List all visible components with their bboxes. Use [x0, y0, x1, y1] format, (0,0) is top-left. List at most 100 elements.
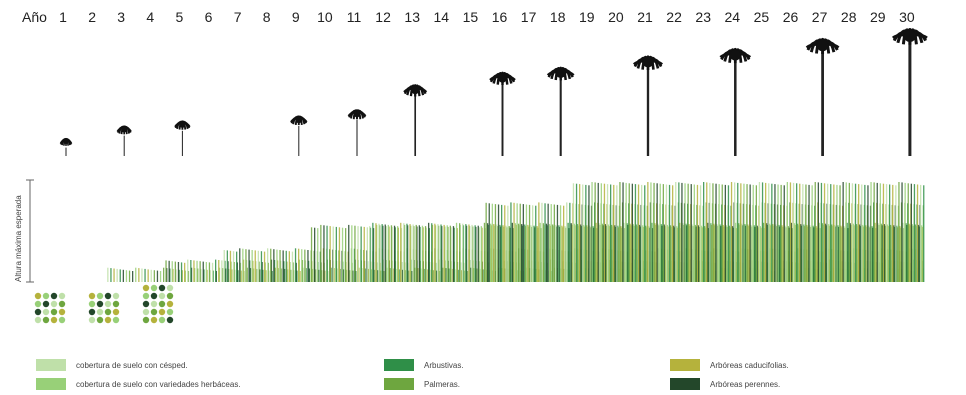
vegetation-bar [150, 269, 152, 282]
vegetation-bar [611, 226, 613, 282]
vegetation-bar [144, 268, 146, 282]
palm-icon [892, 27, 928, 156]
vegetation-bar [908, 223, 910, 282]
vegetation-bar [549, 225, 551, 282]
palm-icon [805, 37, 840, 156]
vegetation-bar [906, 224, 908, 282]
year-label: 20 [608, 9, 624, 25]
vegetation-bar [856, 225, 858, 282]
vegetation-bar [911, 224, 913, 282]
vegetation-bar [454, 269, 456, 282]
palm-icon [403, 84, 428, 156]
vegetation-bar [792, 182, 795, 282]
vegetation-bar [472, 226, 474, 282]
vegetation-bar [453, 227, 455, 282]
vegetation-bar [616, 185, 618, 282]
vegetation-bar [899, 227, 902, 282]
vegetation-bar [390, 225, 393, 282]
vegetation-bar [403, 224, 406, 282]
vegetation-bar [534, 227, 536, 282]
vegetation-bar [586, 226, 589, 282]
vegetation-bar [672, 225, 675, 282]
vegetation-bar [474, 225, 476, 282]
vegetation-bar [428, 222, 430, 282]
vegetation-bar [822, 224, 824, 282]
vegetation-bar [564, 226, 566, 282]
vegetation-bar [257, 250, 259, 282]
vegetation-bar [766, 224, 768, 282]
vegetation-bar [858, 184, 860, 282]
vegetation-bar [779, 226, 781, 282]
vegetation-bar [724, 184, 726, 282]
vegetation-bar [837, 225, 839, 282]
vegetation-bar [805, 184, 807, 282]
year-label: 21 [637, 9, 653, 25]
vegetation-bar [750, 224, 752, 282]
vegetation-bar [135, 267, 137, 282]
vegetation-bar [658, 225, 660, 282]
vegetation-bar [184, 270, 186, 282]
vegetation-bar [909, 225, 911, 282]
vegetation-bar [699, 185, 702, 282]
vegetation-bar [871, 226, 873, 282]
vegetation-bar [431, 223, 433, 282]
vegetation-bar [323, 225, 325, 282]
vegetation-bar [778, 224, 780, 282]
vegetation-bar [878, 224, 880, 282]
vegetation-bar [486, 223, 489, 282]
vegetation-bar [665, 184, 668, 282]
vegetation-bar [181, 270, 183, 282]
vegetation-bar [744, 224, 746, 282]
year-label: 22 [666, 9, 682, 25]
vegetation-bar [749, 184, 751, 282]
vegetation-bar [782, 226, 784, 282]
vegetation-bar [504, 205, 506, 282]
vegetation-bar [292, 262, 294, 282]
year-label: 23 [695, 9, 711, 25]
palm-icon [59, 137, 73, 156]
vegetation-bar [153, 270, 155, 282]
vegetation-bar [858, 224, 861, 282]
vegetation-bar [823, 183, 826, 282]
year-label: 17 [521, 9, 537, 25]
vegetation-bar [895, 185, 897, 282]
vegetation-bar [746, 184, 748, 282]
vegetation-bar [509, 227, 511, 282]
vegetation-bar [639, 226, 641, 282]
vegetation-bar [923, 185, 925, 282]
vegetation-bar [240, 270, 242, 282]
year-label: 13 [404, 9, 420, 25]
vegetation-bar [499, 224, 501, 282]
vegetation-bar [384, 224, 386, 282]
vegetation-bar [221, 260, 223, 282]
vegetation-bar [662, 184, 664, 282]
vegetation-bar [280, 268, 283, 282]
vegetation-bar [638, 224, 641, 282]
vegetation-bar [480, 226, 482, 282]
vegetation-bar [531, 226, 533, 282]
vegetation-bar [515, 224, 517, 282]
vegetation-bar [424, 226, 427, 282]
vegetation-bar [884, 225, 886, 282]
vegetation-bar [293, 270, 295, 282]
vegetation-bar [825, 225, 827, 282]
vegetation-bar [903, 228, 905, 282]
vegetation-bar [753, 225, 755, 282]
dot-grid-icon [88, 292, 120, 324]
plant-layout-icons [34, 284, 174, 324]
vegetation-bar [810, 226, 812, 282]
year-label: 8 [263, 9, 271, 25]
vegetation-bar [765, 182, 767, 282]
vegetation-bar [789, 182, 792, 282]
vegetation-bar [833, 184, 835, 282]
legend-item-palms: Palmeras. [384, 378, 460, 390]
vegetation-bar [456, 228, 458, 282]
vegetation-bar [530, 225, 532, 282]
vegetation-bar [249, 260, 251, 282]
vegetation-bar [459, 223, 461, 282]
vegetation-bar [669, 225, 672, 282]
vegetation-bar [666, 224, 668, 282]
vegetation-bar [837, 226, 840, 282]
vegetation-bar [796, 223, 799, 282]
vegetation-bar [465, 225, 468, 282]
